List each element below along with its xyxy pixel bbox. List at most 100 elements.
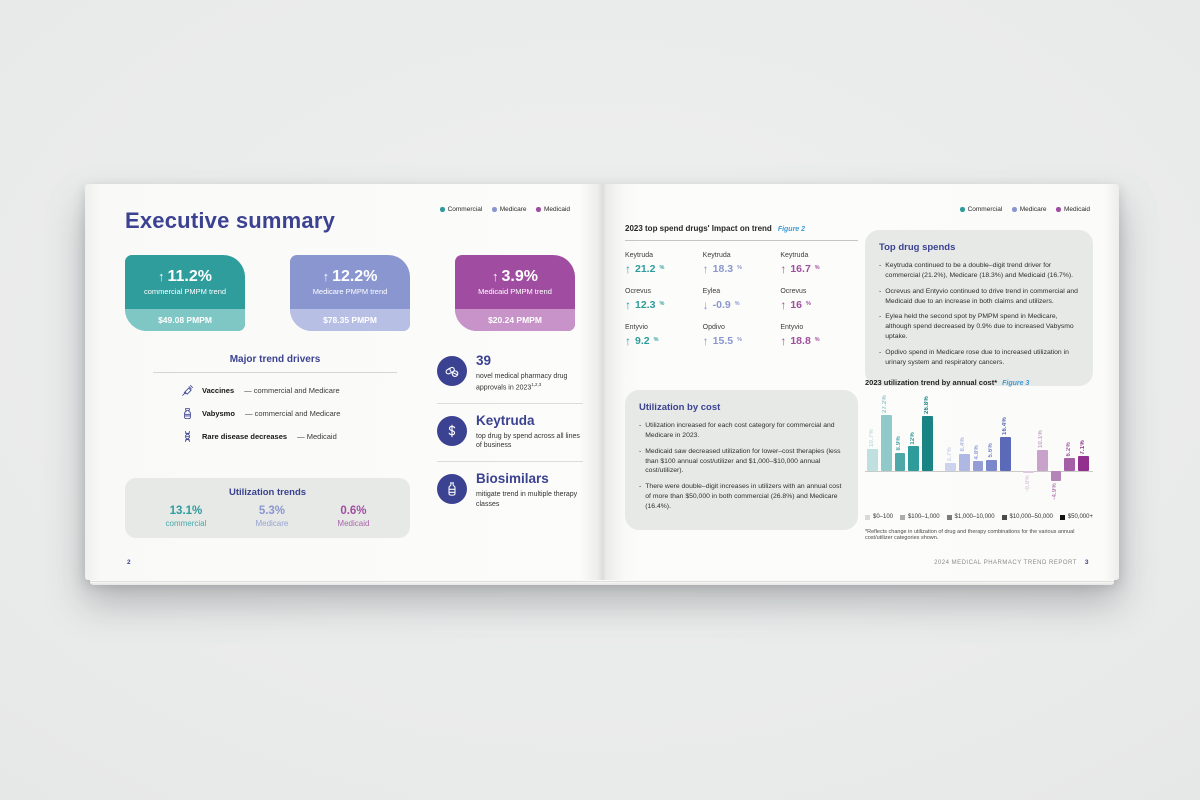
- highlight-text: 39 novel medical pharmacy drug approvals…: [476, 353, 583, 393]
- figure-3-caption: Figure 3: [1002, 380, 1030, 387]
- cost-legend-item: $50,000+: [1059, 514, 1093, 520]
- impact-cell: Entyvio ↑ 9.2%: [625, 324, 703, 347]
- bar-value-label: 10.7%: [868, 429, 875, 448]
- bullet-dash: -: [879, 262, 882, 269]
- bar-commercial-0: [867, 449, 878, 471]
- bar-medicaid-2: [1050, 471, 1062, 482]
- stat-card-label: Medicaid PMPM trend: [478, 286, 552, 296]
- bottle-icon: [437, 474, 467, 505]
- bar-value-label: 4.8%: [974, 444, 981, 460]
- cost-legend-swatch: [899, 514, 905, 520]
- page-title: Executive summary: [125, 208, 336, 233]
- cost-legend-swatch: [1059, 514, 1065, 520]
- bar-medicaid-0: [1023, 471, 1034, 473]
- utilization-trend-medicare: 5.3% Medicare: [255, 505, 288, 528]
- impact-column-medicaid: Keytruda ↑ 16.7% Ocrevus ↑ 16% Entyvio ↑ 18.8%: [780, 252, 858, 360]
- stat-card-main: ↑ 12.2% Medicare PMPM trend: [290, 255, 410, 309]
- legend-item: Medicare: [1012, 206, 1046, 213]
- report-spread: Commercial Medicare Medicaid Executive sum…: [85, 184, 1119, 585]
- bar-commercial-1: [880, 415, 892, 471]
- divider: [153, 372, 397, 373]
- figure-2-caption: Figure 2: [777, 226, 806, 233]
- bullet-text: Eylea held the second spot by PMPM spend…: [885, 313, 1074, 341]
- stat-card-commercial: ↑ 11.2% commercial PMPM trend $49.08 PMPM: [125, 255, 245, 331]
- bar-value-label: 8.4%: [960, 437, 967, 452]
- impact-cell: Keytruda ↑ 18.3%: [703, 252, 781, 275]
- bar-medicaid-4: [1078, 456, 1089, 471]
- bar-medicare-2: [972, 461, 984, 471]
- legend-label: Medicaid: [1063, 206, 1090, 213]
- up-arrow-icon: ↑: [702, 334, 709, 348]
- stat-card-label: commercial PMPM trend: [143, 286, 227, 296]
- bullet-item: - Medicaid saw decreased utilization for …: [639, 447, 844, 477]
- percent-sign: %: [659, 301, 665, 308]
- bar-value-label: -4.9%: [1052, 483, 1059, 500]
- cost-legend-label: $10,000–50,000: [1009, 514, 1053, 520]
- trend-driver-row: Vaccines — commercial and Medicare: [181, 384, 425, 397]
- up-arrow-icon: ↑: [780, 298, 787, 312]
- stat-card-pmpm: $20.24 PMPM: [455, 309, 575, 331]
- stat-card-percent: 3.9%: [501, 267, 538, 285]
- stat-card-medicare: ↑ 12.2% Medicare PMPM trend $78.35 PMPM: [290, 255, 410, 331]
- up-arrow-icon: ↑: [492, 269, 499, 284]
- cost-legend-swatch: [1001, 514, 1007, 520]
- highlight-desc: novel medical pharmacy drug approvals in…: [476, 372, 583, 393]
- drug-impact-header: 2023 top spend drugs' Impact on trend Fi…: [625, 224, 858, 241]
- highlight-biosimilars: Biosimilars mitigate trend in multiple t…: [437, 461, 583, 519]
- stat-card-value: ↑ 3.9%: [492, 267, 538, 285]
- utilization-value: 0.6%: [340, 505, 367, 517]
- cost-legend: $0–100 $100–1,000 $1,000–10,000 $10,000–50,…: [865, 514, 1093, 520]
- trend-drivers-title: Major trend drivers: [229, 354, 321, 365]
- drug-impact-section: 2023 top spend drugs' Impact on trend Fi…: [625, 224, 858, 360]
- legend-label: Medicare: [499, 206, 527, 213]
- bar-value-label: 27.2%: [882, 395, 889, 414]
- utilization-value: 5.3%: [258, 505, 286, 517]
- drug-impact-value: ↑ 16.7%: [780, 263, 858, 275]
- x-axis-line: [865, 471, 1093, 472]
- drug-impact-value: ↑ 21.2%: [625, 263, 703, 275]
- cost-legend-label: $50,000+: [1067, 514, 1093, 520]
- report-footer: 2024 MEDICAL PHARMACY TREND REPORT 3: [934, 559, 1089, 566]
- bullet-item: - Keytruda continued to be a double–digit…: [879, 261, 1079, 281]
- bullet-text: Ocrevus and Entyvio continued to drive t…: [885, 287, 1078, 305]
- drug-name: Eylea: [702, 288, 721, 295]
- impact-percent: 9.2: [635, 334, 650, 347]
- legend-label: Commercial: [447, 206, 483, 213]
- impact-cell: Eylea ↓ -0.9%: [703, 288, 781, 311]
- cost-legend-label: $0–100: [873, 514, 894, 520]
- bar-medicare-1: [958, 453, 970, 471]
- bullet-text: Utilization increased for each cost cate…: [645, 422, 835, 439]
- legend-item: Medicare: [492, 206, 526, 213]
- bar-medicare-0: [945, 463, 956, 471]
- bar-value-label: 5.6%: [987, 443, 994, 458]
- stat-card-label: Medicare PMPM trend: [312, 286, 388, 296]
- chart-header: 2023 utilization trend by annual cost* F…: [865, 378, 1093, 387]
- bullet-text: There were double–digit increases in uti…: [645, 483, 842, 510]
- up-arrow-icon: ↑: [625, 298, 631, 312]
- bar-medicare-3: [986, 459, 998, 471]
- stat-card-percent: 12.2%: [332, 267, 378, 285]
- percent-sign: %: [806, 301, 811, 308]
- page-left: Commercial Medicare Medicaid Executive sum…: [85, 184, 602, 580]
- percent-sign: %: [814, 265, 820, 272]
- cost-legend-swatch: [946, 514, 952, 520]
- stat-card-medicaid: ↑ 3.9% Medicaid PMPM trend $20.24 PMPM: [455, 255, 575, 331]
- bullet-dash: -: [639, 447, 642, 455]
- legend-dot-icon: [440, 207, 445, 212]
- driver-name: Rare disease decreases: [202, 432, 288, 441]
- impact-percent: 15.5: [712, 334, 734, 347]
- top-drug-spends-bullets: - Keytruda continued to be a double–digit…: [879, 261, 1079, 368]
- highlights-column: 39 novel medical pharmacy drug approvals…: [437, 353, 583, 520]
- legend-dot-icon: [492, 207, 497, 212]
- bar-commercial-4: [922, 416, 933, 471]
- bar-value-label: 16.4%: [1001, 417, 1008, 436]
- page-number-right: 3: [1084, 559, 1089, 566]
- bar-medicaid-3: [1064, 458, 1076, 471]
- highlight-approvals: 39 novel medical pharmacy drug approvals…: [437, 353, 583, 403]
- percent-sign: %: [737, 265, 742, 272]
- bar-value-label: 10.1%: [1038, 430, 1045, 449]
- highlight-desc: top drug by spend across all lines of bu…: [476, 432, 583, 452]
- up-arrow-icon: ↑: [158, 269, 165, 284]
- driver-detail: — Medicaid: [295, 432, 337, 441]
- cost-legend-label: $100–1,000: [907, 514, 940, 520]
